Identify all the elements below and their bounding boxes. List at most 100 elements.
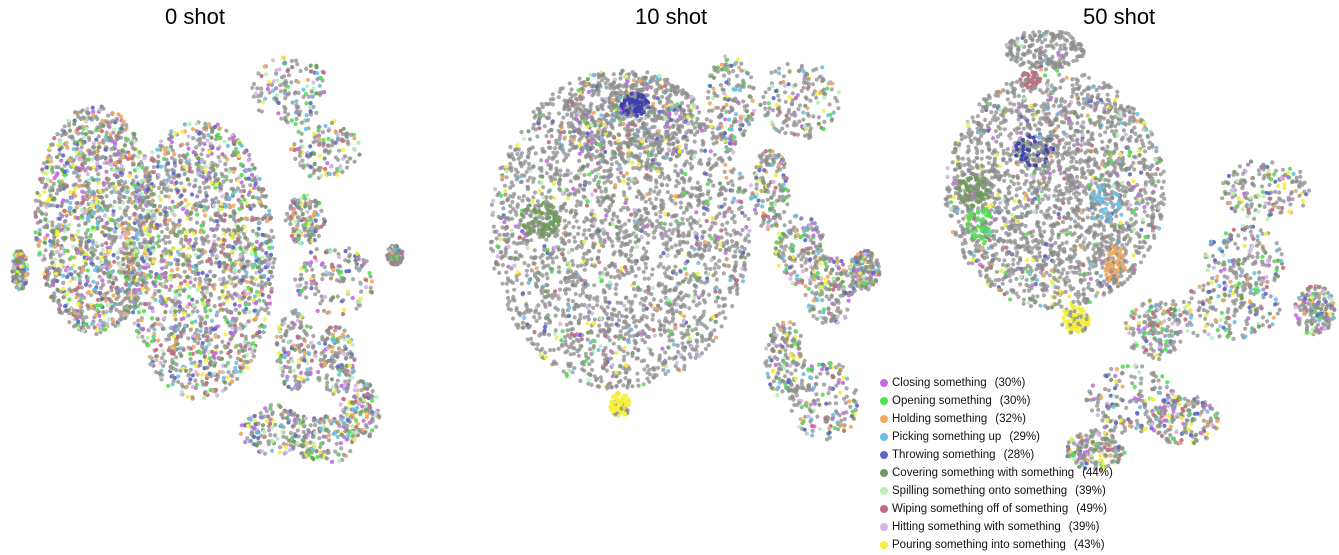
scatter-point: [320, 298, 325, 303]
scatter-point: [170, 167, 175, 172]
scatter-point: [133, 304, 138, 309]
scatter-point: [149, 339, 154, 344]
scatter-point: [297, 205, 302, 210]
scatter-point: [206, 185, 211, 190]
scatter-point: [160, 266, 165, 271]
scatter-point: [177, 229, 182, 234]
scatter-point: [201, 302, 207, 307]
scatter-point: [245, 360, 250, 365]
scatter-point: [188, 367, 193, 373]
scatter-point: [394, 254, 399, 259]
scatter-point: [263, 96, 268, 101]
scatter-point: [62, 124, 67, 129]
scatter-point: [387, 248, 392, 253]
scatter-point: [572, 235, 577, 240]
scatter-point: [312, 131, 317, 136]
scatter-point: [203, 320, 208, 325]
scatter-point: [282, 364, 287, 369]
scatter-point: [210, 252, 215, 257]
scatter-point: [44, 269, 49, 274]
scatter-point: [251, 217, 256, 222]
scatter-point: [636, 266, 641, 271]
scatter-point: [295, 62, 300, 67]
scatter-point: [52, 244, 58, 249]
scatter-point: [306, 154, 311, 159]
scatter-point: [213, 185, 218, 190]
scatter-point: [298, 370, 304, 375]
scatter-point: [268, 417, 273, 422]
scatter-point: [716, 304, 722, 309]
scatter-point: [43, 275, 48, 280]
scatter-point: [149, 316, 155, 321]
scatter-point: [338, 128, 343, 134]
scatter-point: [128, 226, 133, 231]
scatter-point: [230, 318, 235, 324]
scatter-point: [99, 104, 104, 109]
scatter-point: [103, 261, 108, 266]
scatter-point: [60, 200, 65, 205]
scatter-point: [158, 343, 163, 348]
scatter-point: [194, 121, 199, 126]
scatter-point: [291, 368, 296, 373]
scatter-point: [94, 265, 99, 270]
scatter-point: [269, 228, 274, 233]
scatter-point: [252, 345, 257, 350]
scatter-point: [247, 344, 252, 349]
panel-0-shot: 0 shot: [0, 0, 440, 555]
scatter-point: [297, 153, 302, 158]
scatter-point: [341, 452, 346, 457]
scatter-point: [79, 285, 84, 290]
scatter-point: [72, 255, 77, 260]
scatter-point: [220, 194, 225, 199]
scatter-point: [333, 325, 338, 330]
scatter-point: [112, 152, 117, 157]
scatter-point: [119, 313, 124, 318]
scatter-point: [161, 282, 166, 287]
scatter-point: [317, 165, 322, 170]
scatter-point: [209, 261, 214, 267]
scatter-point: [323, 427, 328, 432]
scatter-point: [216, 155, 221, 160]
scatter-point: [242, 264, 247, 269]
scatter-point: [175, 273, 180, 278]
scatter-point: [61, 153, 66, 158]
scatter-point: [179, 317, 184, 322]
scatter-point: [219, 202, 224, 207]
scatter-point: [309, 260, 314, 265]
scatter-point: [732, 220, 737, 225]
scatter-point: [327, 433, 332, 438]
scatter-point: [256, 216, 261, 221]
scatter-point: [133, 290, 138, 295]
scatter-point: [288, 339, 293, 344]
scatter-point: [284, 416, 289, 421]
scatter-point: [110, 321, 115, 327]
scatter-point: [186, 245, 191, 250]
scatter-point: [699, 351, 705, 356]
scatter-point: [231, 369, 236, 374]
scatter-point: [328, 164, 333, 169]
scatter-point: [121, 167, 126, 172]
scatter-point: [79, 293, 84, 298]
scatter-point: [158, 147, 163, 152]
scatter-point: [660, 235, 665, 241]
scatter-point: [115, 255, 120, 260]
scatter-point: [293, 417, 298, 422]
scatter-point: [237, 303, 242, 308]
scatter-point: [245, 279, 250, 284]
scatter-point: [242, 261, 247, 266]
scatter-point: [61, 265, 66, 270]
scatter-point: [260, 100, 265, 105]
scatter-point: [304, 441, 309, 446]
scatter-point: [200, 251, 205, 256]
scatter-point: [145, 335, 150, 340]
scatter-point: [268, 252, 274, 257]
scatter-point: [297, 160, 302, 165]
scatter-point: [136, 310, 142, 315]
scatter-point: [354, 405, 360, 410]
scatter-point: [252, 282, 257, 287]
scatter-point: [303, 233, 308, 238]
scatter-point: [314, 247, 319, 252]
scatter-point: [200, 270, 205, 275]
scatter-point: [85, 304, 91, 309]
scatter-point: [191, 283, 197, 288]
